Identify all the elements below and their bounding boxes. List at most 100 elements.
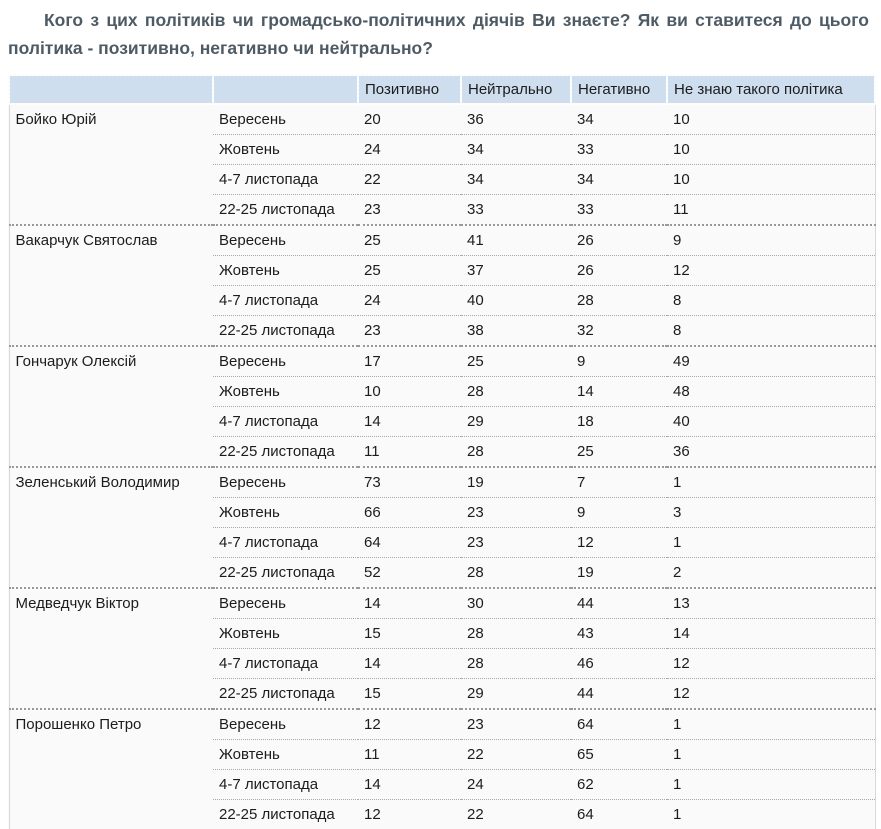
- value-cell-dont-know: 40: [667, 407, 875, 437]
- politician-name-cell: Бойко Юрій: [9, 104, 213, 225]
- survey-question-title: Кого з цих політиків чи громадсько-політ…: [0, 0, 881, 74]
- value-cell-dont-know: 13: [667, 588, 875, 619]
- period-cell: 22-25 листопада: [213, 195, 358, 226]
- column-header-negative: Негативно: [571, 75, 667, 104]
- value-cell-negative: 34: [571, 104, 667, 135]
- value-cell-positive: 73: [358, 467, 461, 498]
- value-cell-positive: 24: [358, 135, 461, 165]
- value-cell-dont-know: 3: [667, 498, 875, 528]
- value-cell-dont-know: 1: [667, 740, 875, 770]
- column-header-politician: [9, 75, 213, 104]
- period-cell: Вересень: [213, 588, 358, 619]
- value-cell-positive: 11: [358, 740, 461, 770]
- value-cell-neutral: 28: [461, 558, 571, 589]
- period-cell: 4-7 листопада: [213, 528, 358, 558]
- value-cell-dont-know: 2: [667, 558, 875, 589]
- value-cell-negative: 26: [571, 225, 667, 256]
- value-cell-positive: 14: [358, 588, 461, 619]
- period-cell: 4-7 листопада: [213, 770, 358, 800]
- period-cell: Жовтень: [213, 256, 358, 286]
- value-cell-positive: 12: [358, 800, 461, 829]
- value-cell-dont-know: 10: [667, 135, 875, 165]
- value-cell-negative: 9: [571, 346, 667, 377]
- column-header-positive: Позитивно: [358, 75, 461, 104]
- column-header-period: [213, 75, 358, 104]
- value-cell-positive: 15: [358, 679, 461, 710]
- value-cell-positive: 14: [358, 407, 461, 437]
- value-cell-dont-know: 8: [667, 286, 875, 316]
- politician-name-cell: Гончарук Олексій: [9, 346, 213, 467]
- value-cell-negative: 33: [571, 135, 667, 165]
- value-cell-dont-know: 8: [667, 316, 875, 347]
- value-cell-negative: 18: [571, 407, 667, 437]
- period-cell: Вересень: [213, 467, 358, 498]
- value-cell-neutral: 22: [461, 800, 571, 829]
- value-cell-neutral: 25: [461, 346, 571, 377]
- value-cell-positive: 25: [358, 256, 461, 286]
- value-cell-neutral: 24: [461, 770, 571, 800]
- value-cell-positive: 64: [358, 528, 461, 558]
- value-cell-dont-know: 12: [667, 256, 875, 286]
- value-cell-positive: 10: [358, 377, 461, 407]
- value-cell-dont-know: 1: [667, 770, 875, 800]
- value-cell-negative: 19: [571, 558, 667, 589]
- value-cell-neutral: 19: [461, 467, 571, 498]
- period-cell: Жовтень: [213, 135, 358, 165]
- value-cell-neutral: 23: [461, 498, 571, 528]
- value-cell-negative: 25: [571, 437, 667, 468]
- value-cell-negative: 26: [571, 256, 667, 286]
- value-cell-neutral: 30: [461, 588, 571, 619]
- value-cell-negative: 32: [571, 316, 667, 347]
- value-cell-negative: 44: [571, 679, 667, 710]
- value-cell-neutral: 34: [461, 165, 571, 195]
- period-cell: 22-25 листопада: [213, 316, 358, 347]
- value-cell-positive: 12: [358, 709, 461, 740]
- politician-name-cell: Медведчук Віктор: [9, 588, 213, 709]
- value-cell-positive: 23: [358, 195, 461, 226]
- period-cell: 22-25 листопада: [213, 558, 358, 589]
- value-cell-neutral: 29: [461, 407, 571, 437]
- value-cell-positive: 24: [358, 286, 461, 316]
- value-cell-negative: 62: [571, 770, 667, 800]
- value-cell-positive: 17: [358, 346, 461, 377]
- value-cell-positive: 23: [358, 316, 461, 347]
- value-cell-negative: 34: [571, 165, 667, 195]
- value-cell-dont-know: 14: [667, 619, 875, 649]
- value-cell-dont-know: 49: [667, 346, 875, 377]
- value-cell-negative: 14: [571, 377, 667, 407]
- period-cell: Вересень: [213, 346, 358, 377]
- value-cell-positive: 14: [358, 770, 461, 800]
- value-cell-negative: 64: [571, 709, 667, 740]
- value-cell-dont-know: 36: [667, 437, 875, 468]
- value-cell-positive: 14: [358, 649, 461, 679]
- value-cell-negative: 43: [571, 619, 667, 649]
- period-cell: 4-7 листопада: [213, 286, 358, 316]
- politician-name-cell: Вакарчук Святослав: [9, 225, 213, 346]
- column-header-neutral: Нейтрально: [461, 75, 571, 104]
- value-cell-negative: 46: [571, 649, 667, 679]
- period-cell: Жовтень: [213, 377, 358, 407]
- value-cell-dont-know: 10: [667, 104, 875, 135]
- value-cell-positive: 25: [358, 225, 461, 256]
- value-cell-dont-know: 1: [667, 528, 875, 558]
- value-cell-dont-know: 1: [667, 467, 875, 498]
- politician-name-cell: Порошенко Петро: [9, 709, 213, 829]
- period-cell: Жовтень: [213, 619, 358, 649]
- value-cell-neutral: 40: [461, 286, 571, 316]
- value-cell-dont-know: 10: [667, 165, 875, 195]
- value-cell-dont-know: 1: [667, 709, 875, 740]
- value-cell-neutral: 37: [461, 256, 571, 286]
- value-cell-neutral: 23: [461, 709, 571, 740]
- value-cell-neutral: 34: [461, 135, 571, 165]
- value-cell-negative: 28: [571, 286, 667, 316]
- value-cell-dont-know: 12: [667, 649, 875, 679]
- value-cell-neutral: 23: [461, 528, 571, 558]
- value-cell-negative: 64: [571, 800, 667, 829]
- value-cell-negative: 33: [571, 195, 667, 226]
